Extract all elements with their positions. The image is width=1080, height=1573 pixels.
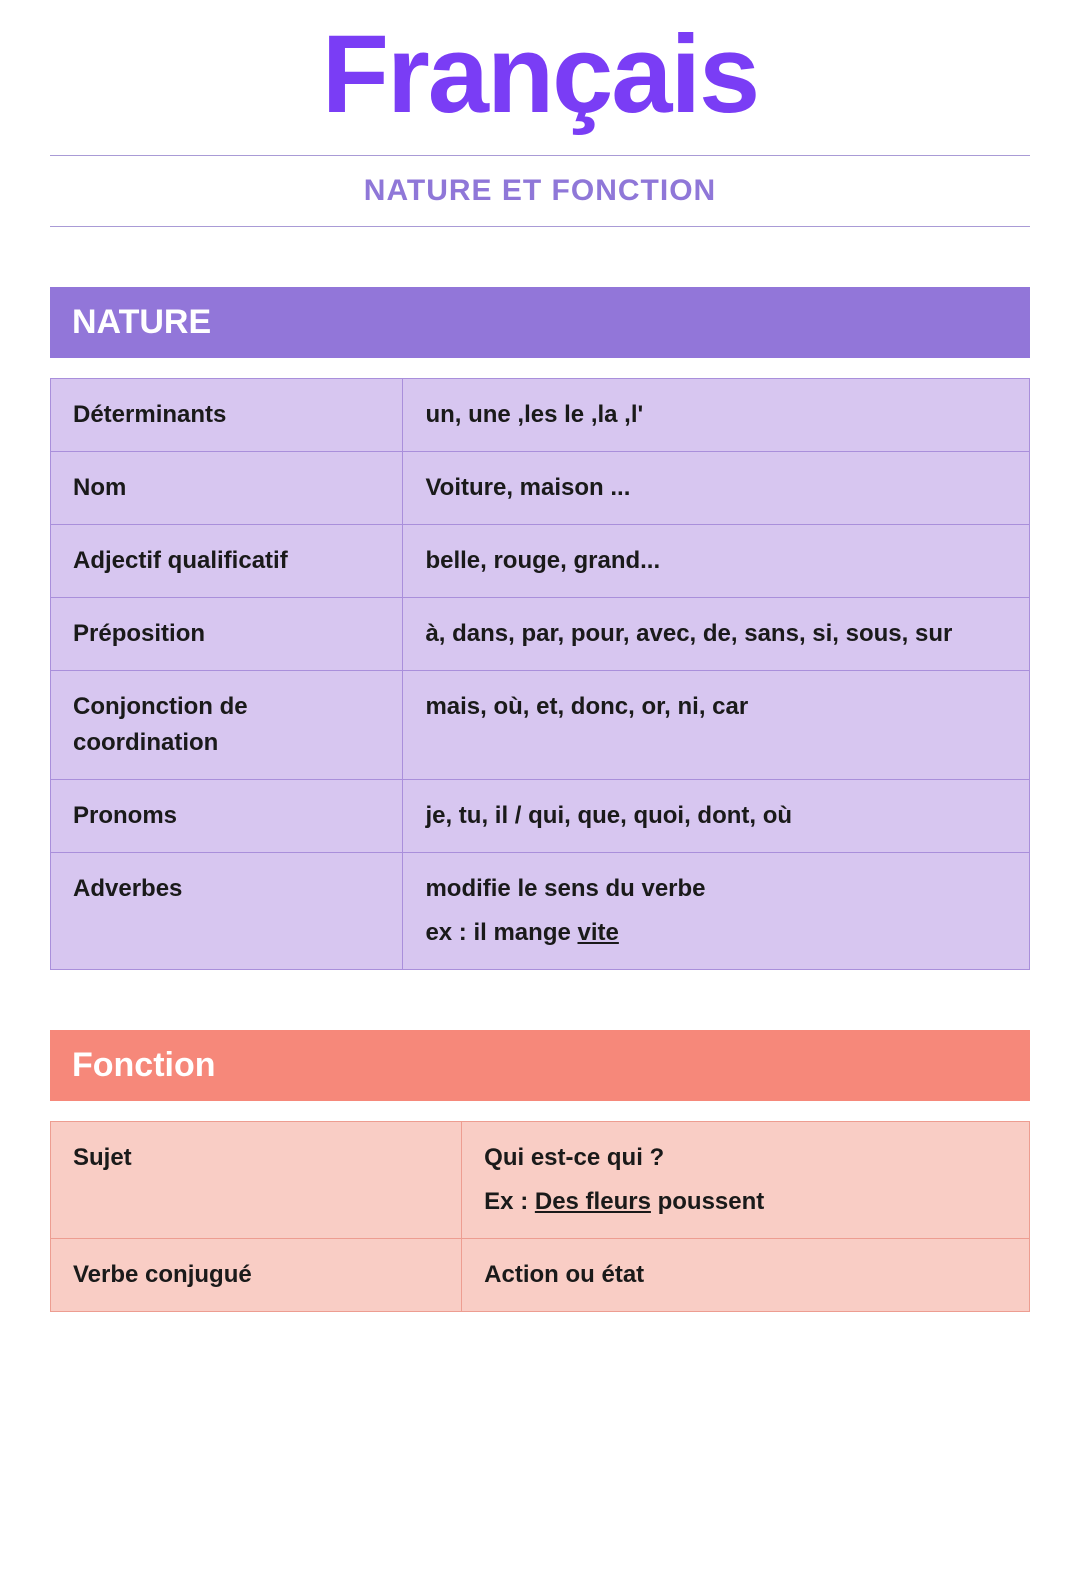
cell-text: à, dans, par, pour, avec, de, sans, si, … — [425, 616, 1007, 652]
cell-text: Voiture, maison ... — [425, 470, 1007, 506]
row-label: Préposition — [51, 598, 403, 671]
cell-example: Ex : Des fleurs poussent — [484, 1184, 1007, 1220]
row-label: Sujet — [51, 1122, 462, 1239]
row-value: mais, où, et, donc, or, ni, car — [403, 671, 1030, 780]
cell-text: Qui est-ce qui ? — [484, 1140, 1007, 1176]
cell-text: je, tu, il / qui, que, quoi, dont, où — [425, 798, 1007, 834]
table-row: Préposition à, dans, par, pour, avec, de,… — [51, 598, 1030, 671]
row-label: Nom — [51, 452, 403, 525]
cell-example: ex : il mange vite — [425, 915, 1007, 951]
cell-text: un, une ,les le ,la ,l' — [425, 397, 1007, 433]
row-label: Adjectif qualificatif — [51, 525, 403, 598]
table-fonction: Sujet Qui est-ce qui ? Ex : Des fleurs pou… — [50, 1121, 1030, 1312]
row-value: Voiture, maison ... — [403, 452, 1030, 525]
cell-text: modifie le sens du verbe — [425, 871, 1007, 907]
table-row: Sujet Qui est-ce qui ? Ex : Des fleurs pou… — [51, 1122, 1030, 1239]
divider-bottom — [50, 226, 1030, 227]
row-label: Déterminants — [51, 379, 403, 452]
row-label: Adverbes — [51, 853, 403, 970]
table-row: Conjonction de coordination mais, où, et,… — [51, 671, 1030, 780]
row-value: Action ou état — [462, 1239, 1030, 1312]
section-header-fonction: Fonction — [50, 1030, 1030, 1101]
table-row: Adjectif qualificatif belle, rouge, grand… — [51, 525, 1030, 598]
subtitle: NATURE ET FONCTION — [50, 156, 1030, 226]
underlined-text: Des fleurs — [535, 1188, 651, 1215]
section-fonction: Fonction Sujet Qui est-ce qui ? Ex : Des f… — [50, 1030, 1030, 1312]
row-value: à, dans, par, pour, avec, de, sans, si, … — [403, 598, 1030, 671]
cell-text: mais, où, et, donc, or, ni, car — [425, 689, 1007, 725]
row-value: Qui est-ce qui ? Ex : Des fleurs poussent — [462, 1122, 1030, 1239]
row-label: Conjonction de coordination — [51, 671, 403, 780]
table-row: Pronoms je, tu, il / qui, que, quoi, dont… — [51, 780, 1030, 853]
cell-text: Action ou état — [484, 1257, 1007, 1293]
table-row: Déterminants un, une ,les le ,la ,l' — [51, 379, 1030, 452]
table-nature: Déterminants un, une ,les le ,la ,l' Nom Vo… — [50, 378, 1030, 970]
section-header-nature: NATURE — [50, 287, 1030, 358]
row-label: Verbe conjugué — [51, 1239, 462, 1312]
section-nature: NATURE Déterminants un, une ,les le ,la ,… — [50, 287, 1030, 970]
row-value: modifie le sens du verbe ex : il mange vi… — [403, 853, 1030, 970]
row-label: Pronoms — [51, 780, 403, 853]
table-row: Nom Voiture, maison ... — [51, 452, 1030, 525]
main-title: Français — [50, 20, 1030, 130]
table-row: Adverbes modifie le sens du verbe ex : il … — [51, 853, 1030, 970]
cell-text: belle, rouge, grand... — [425, 543, 1007, 579]
table-row: Verbe conjugué Action ou état — [51, 1239, 1030, 1312]
document-page: Français NATURE ET FONCTION NATURE Déter… — [0, 0, 1080, 1352]
row-value: un, une ,les le ,la ,l' — [403, 379, 1030, 452]
row-value: je, tu, il / qui, que, quoi, dont, où — [403, 780, 1030, 853]
underlined-text: vite — [578, 919, 619, 946]
row-value: belle, rouge, grand... — [403, 525, 1030, 598]
